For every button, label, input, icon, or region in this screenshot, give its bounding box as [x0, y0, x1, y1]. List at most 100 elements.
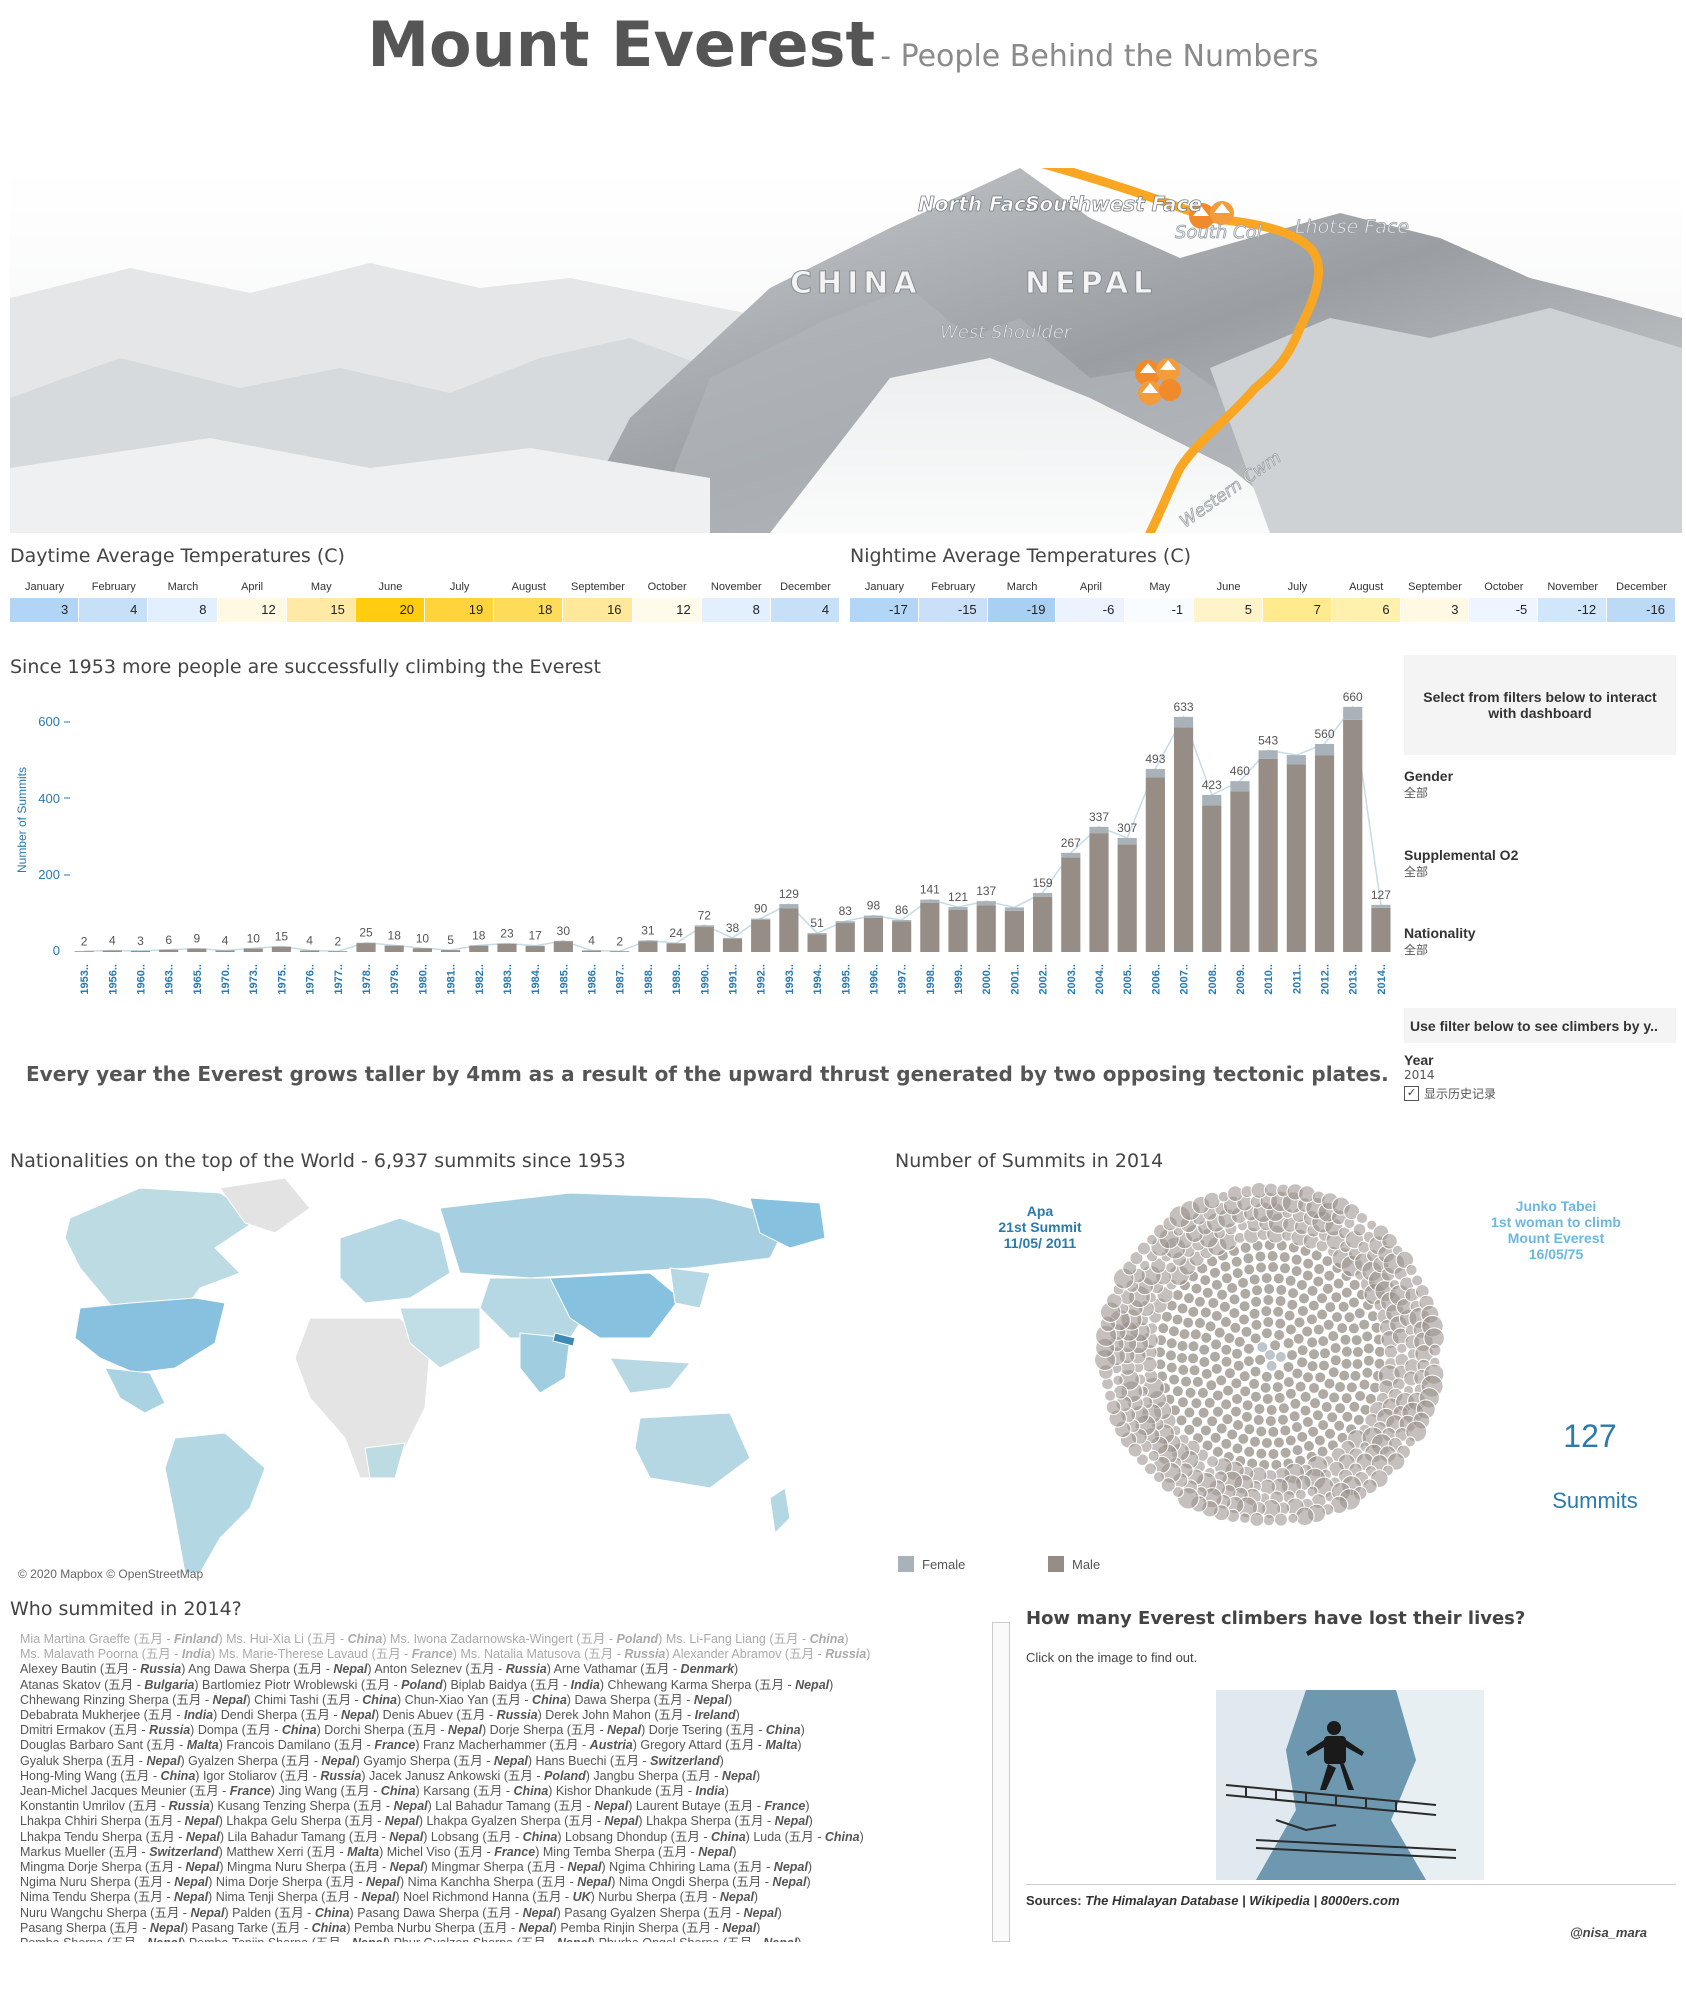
climber-bubble[interactable] — [1331, 1311, 1344, 1324]
o2-filter-value[interactable]: 全部 — [1404, 865, 1429, 879]
climber-name[interactable]: Mia Martina Graeffe (五月 - Finland) — [20, 1632, 223, 1646]
climber-bubble[interactable] — [1327, 1330, 1340, 1343]
climber-bubble[interactable] — [1157, 1322, 1170, 1335]
climber-bubble[interactable] — [1231, 1267, 1244, 1280]
climber-bubble[interactable] — [1199, 1424, 1212, 1437]
climber-bubble[interactable] — [1269, 1339, 1282, 1352]
climber-bubble[interactable] — [1260, 1370, 1273, 1383]
bar-female[interactable] — [1371, 904, 1391, 908]
bar-female[interactable] — [722, 937, 743, 939]
climber-bubble[interactable] — [1190, 1282, 1203, 1295]
climber-bubble[interactable] — [1274, 1350, 1287, 1363]
climber-bubble[interactable] — [1347, 1322, 1360, 1335]
climber-bubble[interactable] — [1199, 1306, 1212, 1319]
bar-male[interactable] — [412, 948, 432, 952]
climber-bubble[interactable] — [1306, 1360, 1319, 1373]
climber-bubble[interactable] — [1287, 1512, 1299, 1524]
climber-bubble[interactable] — [1187, 1352, 1200, 1365]
climber-name[interactable]: Jangbu Sherpa (五月 - Nepal) — [593, 1768, 761, 1783]
climber-name[interactable]: Derek John Mahon (五月 - Ireland) — [545, 1708, 740, 1723]
climber-bubble[interactable] — [1351, 1358, 1364, 1371]
climber-name[interactable]: Nima Tendu Sherpa (五月 - Nepal) — [20, 1890, 213, 1905]
climber-bubble[interactable] — [1187, 1340, 1200, 1353]
climber-bubble[interactable] — [1160, 1477, 1176, 1493]
bar-female[interactable] — [807, 933, 827, 935]
climber-name[interactable]: Chun-Xiao Yan (五月 - China) — [404, 1692, 571, 1707]
bar-male[interactable] — [525, 946, 545, 952]
climber-bubble[interactable] — [1198, 1343, 1211, 1356]
country-usa[interactable] — [74, 1297, 226, 1374]
climber-bubble[interactable] — [1329, 1354, 1342, 1367]
climber-name[interactable]: Dendi Sherpa (五月 - Nepal) — [220, 1708, 380, 1723]
bar-male[interactable] — [976, 905, 996, 952]
climber-name[interactable]: Pemba Nurbu Sherpa (五月 - Nepal) — [353, 1920, 557, 1935]
climber-bubble[interactable] — [1215, 1422, 1228, 1435]
bar-male[interactable] — [751, 919, 771, 952]
climber-bubble[interactable] — [1282, 1337, 1295, 1350]
climber-bubble[interactable] — [1242, 1252, 1255, 1265]
climber-name[interactable]: Mingmar Sherpa (五月 - Nepal) — [431, 1860, 606, 1875]
climber-bubble[interactable] — [1249, 1365, 1262, 1378]
climber-bubble[interactable] — [1321, 1255, 1334, 1268]
climber-bubble[interactable] — [1310, 1249, 1323, 1262]
bar-male[interactable] — [271, 946, 292, 952]
climber-name[interactable]: Noel Richmond Hanna (五月 - UK) — [403, 1890, 595, 1905]
climber-bubble[interactable] — [1313, 1263, 1326, 1276]
climber-name[interactable]: Biplab Baidya (五月 - India) — [450, 1677, 604, 1692]
climber-bubble[interactable] — [1239, 1287, 1252, 1300]
climber-bubble[interactable] — [1200, 1331, 1213, 1344]
climber-bubble[interactable] — [1248, 1377, 1261, 1390]
bar-male[interactable] — [948, 909, 968, 952]
climber-name[interactable]: Dorje Tsering (五月 - China) — [648, 1723, 805, 1738]
climber-bubble[interactable] — [1351, 1346, 1364, 1359]
climber-bubble[interactable] — [1187, 1305, 1200, 1318]
country-south-america[interactable] — [164, 1432, 266, 1574]
climber-name[interactable]: Pasang Sherpa (五月 - Nepal) — [20, 1920, 189, 1935]
climber-bubble[interactable] — [1261, 1392, 1274, 1405]
climber-bubble[interactable] — [1306, 1336, 1319, 1349]
country-nepal[interactable] — [552, 1332, 576, 1347]
climber-bubble[interactable] — [1177, 1363, 1190, 1376]
climber-bubble[interactable] — [1275, 1283, 1288, 1296]
climber-bubble[interactable] — [1302, 1257, 1315, 1270]
climber-bubble[interactable] — [1182, 1316, 1195, 1329]
climber-bubble[interactable] — [1362, 1342, 1375, 1355]
climber-name[interactable]: Mingma Dorje Sherpa (五月 - Nepal) — [20, 1860, 224, 1875]
country-greenland[interactable] — [219, 1178, 311, 1234]
climber-name[interactable]: Nurbu Sherpa (五月 - Nepal) — [598, 1890, 759, 1905]
bar-male[interactable] — [1173, 727, 1194, 952]
climber-bubble[interactable] — [1298, 1292, 1311, 1305]
bar-male[interactable] — [610, 951, 630, 952]
climber-bubble[interactable] — [1223, 1332, 1236, 1345]
climber-name[interactable]: Michel Viso (五月 - France) — [386, 1844, 540, 1859]
climber-name[interactable]: Bartlomiez Piotr Wroblewski (五月 - Poland… — [202, 1677, 447, 1692]
climber-bubble[interactable] — [1263, 1182, 1279, 1198]
bar-female[interactable] — [1173, 716, 1194, 728]
climber-name[interactable]: Konstantin Umrilov (五月 - Russia) — [20, 1799, 214, 1814]
climber-bubble[interactable] — [1184, 1386, 1197, 1399]
climber-bubble[interactable] — [1188, 1364, 1201, 1377]
climber-bubble[interactable] — [1216, 1288, 1229, 1301]
climber-bubble[interactable] — [1295, 1278, 1308, 1291]
climber-name[interactable]: Anton Seleznev (五月 - Russia) — [374, 1662, 551, 1677]
bar-male[interactable] — [1033, 897, 1053, 952]
bar-female[interactable] — [892, 920, 912, 922]
climber-bubble[interactable] — [1290, 1253, 1303, 1266]
climber-bubble[interactable] — [1324, 1427, 1337, 1440]
climber-bubble[interactable] — [1341, 1410, 1354, 1423]
bar-male[interactable] — [384, 945, 404, 952]
climber-bubble[interactable] — [1301, 1325, 1314, 1338]
climber-bubble[interactable] — [1309, 1397, 1322, 1410]
climber-bubble[interactable] — [1249, 1435, 1262, 1448]
climber-bubble[interactable] — [1340, 1345, 1353, 1358]
climber-bubble[interactable] — [1353, 1307, 1366, 1320]
climber-bubble[interactable] — [1230, 1255, 1243, 1268]
climber-bubble[interactable] — [1183, 1423, 1196, 1436]
climber-bubble[interactable] — [1250, 1318, 1263, 1331]
bar-male[interactable] — [1061, 857, 1081, 952]
climber-bubble[interactable] — [1327, 1366, 1340, 1379]
climber-name[interactable]: Chhewang Karma Sherpa (五月 - Nepal) — [607, 1677, 834, 1692]
climber-bubble[interactable] — [1278, 1262, 1291, 1275]
country-middle-east[interactable] — [399, 1307, 481, 1369]
climber-bubble[interactable] — [1144, 1462, 1157, 1476]
